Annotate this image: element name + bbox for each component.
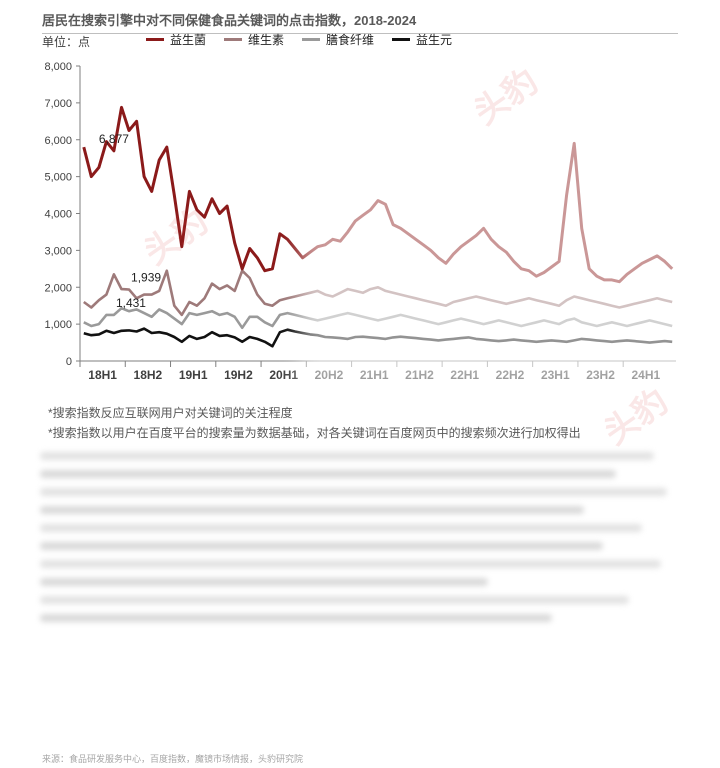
y-tick-label: 0 bbox=[66, 356, 72, 368]
x-tick-label: 19H2 bbox=[224, 368, 253, 382]
legend-swatch-probiotics bbox=[146, 38, 164, 41]
legend-label-vitamins: 维生素 bbox=[248, 33, 285, 47]
x-tick-label: 20H1 bbox=[269, 368, 298, 382]
footnote-1: *搜索指数反应互联网用户对关键词的关注程度 bbox=[48, 406, 293, 420]
unit-label: 单位：点 bbox=[42, 35, 91, 49]
y-tick-label: 3,000 bbox=[44, 245, 72, 257]
legend-item-prebiotics: 益生元 bbox=[392, 31, 452, 48]
y-tick-label: 1,000 bbox=[44, 319, 72, 331]
legend-label-fiber: 膳食纤维 bbox=[326, 33, 375, 47]
legend-item-vitamins: 维生素 bbox=[224, 31, 284, 48]
chart-legend: 益生菌 维生素 膳食纤维 益生元 bbox=[146, 31, 452, 48]
data-label: 6,877 bbox=[99, 132, 129, 146]
x-tick-label: 18H1 bbox=[88, 368, 117, 382]
y-tick-label: 6,000 bbox=[44, 135, 72, 147]
data-label: 1,939 bbox=[131, 270, 161, 284]
x-tick-label: 18H2 bbox=[134, 368, 163, 382]
source-note: 来源：食品研发服务中心，百度指数，魔镜市场情报，头豹研究院 bbox=[42, 754, 304, 764]
blurred-chart-region bbox=[300, 120, 700, 390]
data-label: 1,431 bbox=[116, 296, 146, 310]
y-tick-label: 5,000 bbox=[44, 172, 72, 184]
legend-label-probiotics: 益生菌 bbox=[170, 33, 207, 47]
y-tick-label: 7,000 bbox=[44, 98, 72, 110]
x-tick-label: 19H1 bbox=[179, 368, 208, 382]
legend-label-prebiotics: 益生元 bbox=[416, 33, 453, 47]
legend-item-probiotics: 益生菌 bbox=[146, 31, 206, 48]
footnote-2: *搜索指数以用户在百度平台的搜索量为数据基础，对各关键词在百度网页中的搜索频次进… bbox=[48, 426, 581, 440]
y-tick-label: 8,000 bbox=[44, 61, 72, 73]
legend-swatch-fiber bbox=[302, 38, 321, 41]
legend-swatch-vitamins bbox=[224, 38, 243, 41]
chart-title: 居民在搜索引擎中对不同保健食品关键词的点击指数，2018-2024 bbox=[42, 10, 678, 34]
legend-item-fiber: 膳食纤维 bbox=[302, 31, 374, 48]
y-tick-label: 4,000 bbox=[44, 209, 72, 221]
legend-swatch-prebiotics bbox=[392, 38, 411, 41]
blurred-text-block bbox=[40, 452, 680, 622]
y-tick-label: 2,000 bbox=[44, 282, 72, 294]
